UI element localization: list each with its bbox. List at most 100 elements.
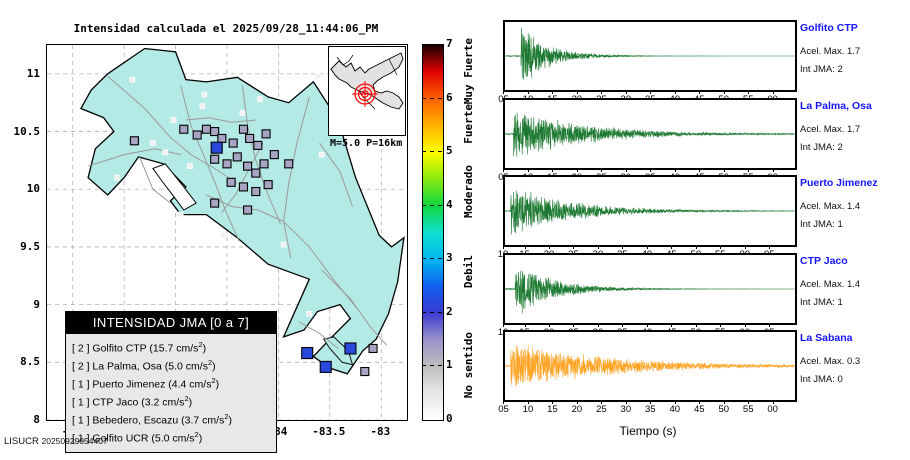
colorbar-category: Debil	[462, 255, 475, 289]
station-marker[interactable]	[251, 168, 261, 178]
station-marker[interactable]	[179, 124, 189, 134]
waveform-int-jma: Int JMA: 1	[800, 219, 843, 230]
waveform-tick	[524, 245, 526, 249]
station-marker[interactable]	[239, 110, 246, 116]
station-marker[interactable]	[368, 343, 378, 354]
colorbar-tick-mark	[422, 311, 442, 313]
map-y-tick: 8.5	[20, 355, 40, 369]
station-marker[interactable]	[280, 241, 287, 248]
epicenter-inset-map[interactable]	[328, 46, 406, 136]
station-marker[interactable]	[232, 152, 242, 162]
station-marker[interactable]	[251, 186, 261, 197]
waveform-tick	[503, 322, 504, 327]
station-marker[interactable]	[263, 180, 273, 190]
station-marker[interactable]	[259, 159, 269, 169]
station-marker[interactable]	[238, 124, 249, 134]
map-y-tick: 9.5	[20, 239, 40, 253]
waveform-tick-label: 50	[718, 404, 730, 415]
station-marker[interactable]	[177, 211, 184, 218]
colorbar-tick-mark	[422, 204, 442, 206]
colorbar-tick-2: 2	[446, 304, 453, 318]
station-marker[interactable]	[238, 182, 249, 192]
station-marker[interactable]	[243, 161, 253, 171]
station-marker[interactable]	[170, 117, 177, 123]
colorbar-tick-mark	[422, 97, 442, 99]
waveform-tick	[527, 90, 529, 94]
station-marker[interactable]	[114, 174, 120, 181]
station-marker[interactable]	[201, 124, 211, 134]
waveform-trace	[504, 344, 796, 387]
station-marker[interactable]	[226, 177, 236, 187]
station-marker[interactable]	[150, 140, 156, 146]
colorbar-category: No sentido	[462, 332, 475, 399]
station-marker[interactable]	[228, 138, 238, 148]
intensity-colorbar	[422, 44, 444, 421]
station-marker[interactable]	[162, 149, 169, 156]
station-marker[interactable]	[344, 342, 357, 355]
legend-row: [ 2 ] Golfito CTP (15.7 cm/s2)	[72, 340, 207, 355]
waveform-plot-3[interactable]	[503, 175, 797, 247]
station-marker[interactable]	[261, 129, 271, 139]
station-marker[interactable]	[201, 91, 208, 98]
station-marker[interactable]	[210, 154, 220, 164]
waveform-tick	[650, 400, 652, 404]
waveform-tick-label: 10	[522, 404, 534, 415]
station-marker[interactable]	[199, 103, 206, 110]
station-marker[interactable]	[360, 366, 370, 377]
map-y-tick: 9	[33, 297, 40, 311]
waveform-tick	[597, 322, 599, 327]
map-y-tick: 11	[26, 66, 40, 80]
map-x-tick: -83	[370, 425, 391, 438]
waveform-tick	[601, 400, 603, 404]
waveform-tick	[622, 245, 624, 249]
colorbar-tick-mark	[422, 258, 442, 260]
station-marker[interactable]	[257, 96, 263, 103]
station-marker[interactable]	[319, 360, 332, 373]
station-marker[interactable]	[129, 76, 136, 83]
station-marker[interactable]	[210, 198, 220, 208]
station-marker[interactable]	[210, 126, 220, 137]
inset-magnitude-caption: M=5.0 P=16km	[330, 138, 403, 149]
waveform-tick	[549, 322, 550, 327]
waveform-tick	[552, 400, 554, 404]
station-marker[interactable]	[269, 150, 279, 160]
waveform-station-name: Puerto Jimenez	[800, 177, 878, 189]
waveform-plot-5[interactable]	[503, 330, 797, 402]
station-marker[interactable]	[284, 159, 294, 169]
station-marker[interactable]	[253, 140, 263, 150]
legend-rows: [ 2 ] Golfito CTP (15.7 cm/s2) [ 2 ] La P…	[66, 334, 276, 452]
legend-header: INTENSIDAD JMA [0 a 7]	[66, 312, 276, 334]
waveform-tick	[503, 167, 505, 172]
waveform-plot-1[interactable]	[503, 20, 797, 92]
waveform-tick	[646, 322, 648, 327]
waveform-tick	[573, 245, 575, 249]
station-marker[interactable]	[222, 159, 232, 169]
waveform-tick	[723, 167, 725, 172]
waveform-tick-label: 05	[498, 404, 509, 415]
waveform-station-name: Golfito CTP	[800, 22, 858, 34]
waveform-plot-2[interactable]	[503, 97, 797, 170]
station-marker[interactable]	[220, 232, 226, 239]
waveform-accel-max: Acel. Max. 1.4	[800, 201, 861, 212]
station-marker[interactable]	[192, 130, 202, 140]
waveform-plot-4[interactable]	[503, 252, 797, 325]
station-marker[interactable]	[301, 347, 314, 360]
waveform-tick	[748, 167, 750, 172]
waveform-tick	[549, 245, 550, 249]
waveform-tick-label: 35	[645, 404, 656, 415]
station-marker[interactable]	[243, 205, 253, 215]
waveform-tick	[601, 90, 603, 94]
station-marker[interactable]	[318, 151, 325, 158]
station-marker[interactable]	[129, 136, 139, 146]
station-marker[interactable]	[245, 133, 255, 144]
station-marker[interactable]	[210, 141, 223, 154]
waveform-tick	[744, 322, 746, 327]
waveform-x-axis-label: Tiempo (s)	[619, 424, 677, 438]
station-marker[interactable]	[217, 133, 227, 144]
station-marker[interactable]	[314, 73, 321, 80]
station-marker[interactable]	[187, 163, 193, 170]
station-marker[interactable]	[306, 310, 313, 317]
waveform-tick	[772, 90, 774, 94]
map-y-tick: 8	[33, 413, 40, 426]
map-y-tick: 10	[26, 182, 40, 196]
